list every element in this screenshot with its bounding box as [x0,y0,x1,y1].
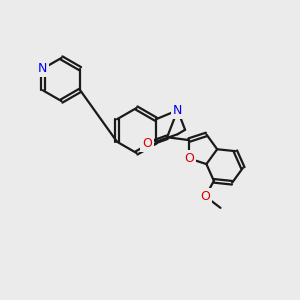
Text: O: O [142,137,152,150]
Text: O: O [184,152,194,165]
Text: N: N [173,104,182,117]
Text: N: N [38,62,47,75]
Text: O: O [200,190,210,203]
